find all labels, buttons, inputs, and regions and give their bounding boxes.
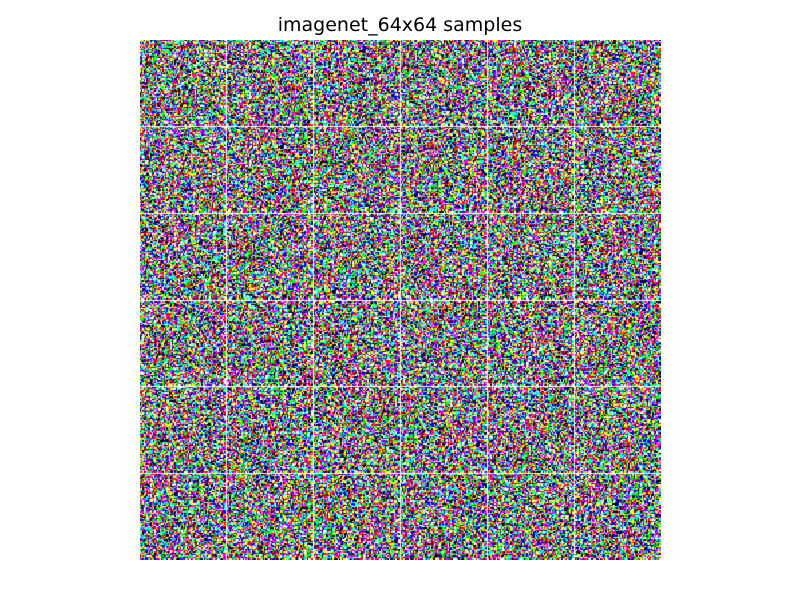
sample-image-grid (140, 40, 661, 560)
noise-sample-grid-image (140, 40, 661, 560)
figure-title: imagenet_64x64 samples (0, 14, 800, 36)
